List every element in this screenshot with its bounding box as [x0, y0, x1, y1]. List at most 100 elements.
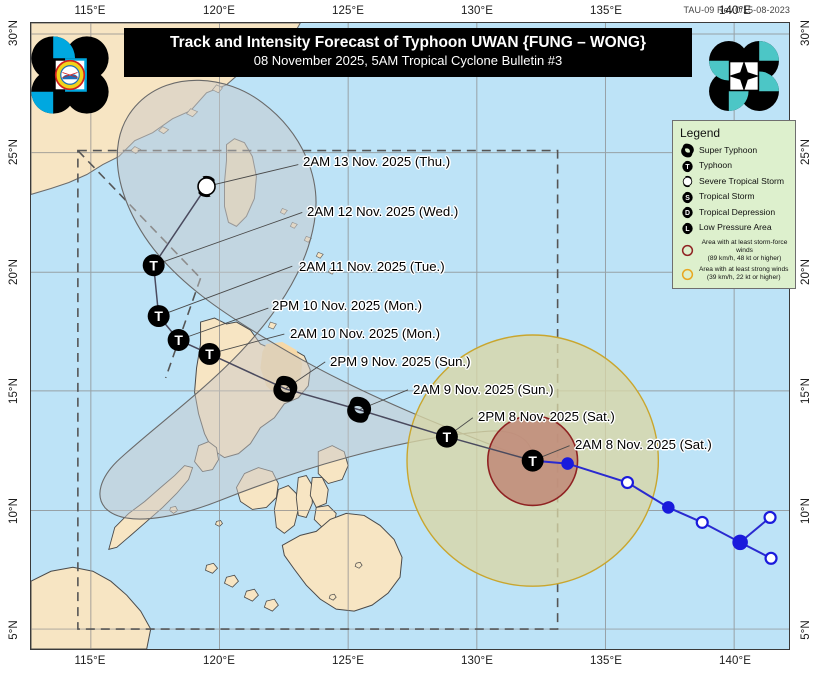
lon-tick-120E: 120°E — [203, 5, 235, 17]
lat-tick-25N: 25°N — [8, 138, 20, 166]
lon-tick-115E: 115°E — [74, 5, 106, 17]
scattered-islets — [169, 506, 363, 601]
marker-typhoon-10nov-pm — [167, 329, 190, 351]
legend-title: Legend — [680, 126, 721, 140]
ryukyu-islands — [267, 207, 336, 330]
bulletin-subtitle: 08 November 2025, 5AM Tropical Cyclone B… — [253, 53, 563, 69]
pagasa-logo — [31, 36, 109, 114]
pagasa-seal — [54, 59, 86, 91]
legend-row-severe-tropical-storm: Severe Tropical Storm — [679, 174, 790, 189]
marker-super-typhoon-9nov-am — [347, 396, 372, 423]
tropical-storm-icon: S — [682, 191, 693, 203]
past-track-layer — [532, 457, 778, 565]
dost-petals — [709, 41, 779, 111]
lon-tick-bottom-135E: 135°E — [590, 655, 622, 667]
lon-tick-140E: 140°E — [719, 5, 751, 17]
legend-text-strong-wind: Area with at least strong winds (39 km/h… — [699, 266, 788, 282]
forecast-label-10nov-am: 2AM 10 Nov. 2025 (Mon.) — [290, 326, 441, 341]
past-track-point-hollow — [620, 475, 635, 490]
svg-text:S: S — [685, 195, 690, 202]
lon-tick-bottom-125E: 125°E — [332, 655, 364, 667]
legend-text-storm-force: Area with at least storm-force winds (89… — [699, 239, 790, 264]
par-boundary-layer — [77, 149, 559, 630]
lat-tick-10N: 10°N — [8, 497, 20, 525]
par-west-diagonal — [164, 277, 202, 379]
past-track-point-filled — [662, 501, 675, 514]
storm-force-wind-circle-icon — [681, 245, 694, 257]
marker-super-typhoon-9nov-pm — [273, 375, 298, 402]
svg-text:L: L — [685, 226, 689, 233]
dost-logo — [709, 41, 779, 111]
marker-typhoon-8nov-pm — [435, 425, 458, 448]
mindanao-island — [281, 512, 403, 612]
marker-typhoon-12nov — [142, 254, 165, 277]
severe-tropical-storm-icon — [682, 175, 693, 188]
lat-tick-right-30N: 30°N — [800, 19, 812, 47]
legend-storm-force-line2: (89 km/h, 48 kt or higher) — [707, 254, 782, 262]
lat-tick-15N: 15°N — [8, 377, 20, 405]
lon-tick-bottom-120E: 120°E — [203, 655, 235, 667]
document-code: TAU-09 Rev.0/15-08-2023 — [683, 5, 790, 15]
lat-tick-right-20N: 20°N — [800, 258, 812, 286]
legend-label-low-pressure-area: Low Pressure Area — [699, 222, 772, 233]
legend-row-strong-winds: Area with at least strong winds (39 km/h… — [679, 266, 790, 282]
samar-island — [317, 445, 349, 485]
legend-strong-wind-line1: Area with at least strong winds — [699, 266, 789, 274]
geography-layer — [31, 23, 789, 649]
legend-row-tropical-depression: D Tropical Depression — [679, 205, 790, 220]
graticule-layer — [31, 23, 789, 649]
forecast-label-12nov: 2AM 12 Nov. 2025 (Wed.) — [307, 204, 459, 219]
leader-11nov — [158, 265, 293, 317]
past-track-point-filled — [732, 534, 748, 551]
lon-tick-130E: 130°E — [461, 5, 493, 17]
legend-panel: Legend Super Typhoon T Typhoon S — [672, 120, 796, 289]
negros-island — [273, 484, 299, 534]
philippine-area-of-responsibility — [77, 149, 559, 630]
sulu-archipelago — [205, 562, 279, 612]
forecast-label-8nov-am: 2AM 8 Nov. 2025 (Sat.) — [575, 437, 712, 452]
legend-label-tropical-storm: Tropical Storm — [699, 191, 755, 202]
lon-tick-bottom-140E: 140°E — [719, 655, 751, 667]
svg-text:D: D — [685, 210, 690, 217]
legend-row-super-typhoon: Super Typhoon — [679, 143, 790, 158]
legend-row-low-pressure-area: L Low Pressure Area — [679, 221, 790, 236]
forecast-label-8nov-pm: 2PM 8 Nov. 2025 (Sat.) — [478, 409, 615, 424]
lon-tick-bottom-115E: 115°E — [74, 655, 106, 667]
leader-10nov-pm — [178, 307, 269, 341]
china-coast-islets — [130, 84, 224, 155]
lon-tick-bottom-130E: 130°E — [461, 655, 493, 667]
lon-tick-125E: 125°E — [332, 5, 364, 17]
leader-12nov — [153, 211, 303, 266]
legend-label-tropical-depression: Tropical Depression — [699, 206, 776, 217]
low-pressure-area-icon: L — [682, 222, 693, 234]
panay-island — [235, 467, 279, 510]
forecast-label-9nov-pm: 2PM 9 Nov. 2025 (Sun.) — [330, 354, 471, 369]
lat-tick-right-5N: 5°N — [800, 620, 812, 640]
marker-typhoon-11nov — [147, 305, 170, 328]
svg-text:T: T — [685, 164, 690, 171]
palawan-island — [108, 465, 194, 550]
marker-typhoon-current-position — [521, 449, 544, 472]
leader-13nov — [206, 164, 299, 187]
legend-row-typhoon: T Typhoon — [679, 159, 790, 174]
legend-label-severe-tropical-storm: Severe Tropical Storm — [699, 175, 785, 186]
past-track-point-hollow — [763, 510, 777, 524]
past-track-point-filled — [561, 457, 574, 470]
mindoro-island — [194, 441, 219, 473]
lat-tick-30N: 30°N — [8, 19, 20, 47]
lat-tick-5N: 5°N — [8, 620, 20, 640]
marker-severe-tropical-storm-13nov — [197, 175, 216, 198]
super-typhoon-icon — [681, 143, 694, 158]
forecast-label-11nov: 2AM 11 Nov. 2025 (Tue.) — [299, 259, 445, 274]
page-title: Track and Intensity Forecast of Typhoon … — [170, 34, 646, 51]
past-track-point-hollow — [764, 551, 778, 565]
leyte-island — [309, 477, 329, 509]
forecast-label-9nov-am: 2AM 9 Nov. 2025 (Sun.) — [413, 382, 554, 397]
lat-tick-right-15N: 15°N — [800, 377, 812, 405]
map-canvas[interactable]: T — [30, 22, 790, 650]
marker-typhoon-10nov-am — [198, 342, 221, 365]
typhoon-icon: T — [682, 160, 693, 172]
strong-wind-circle-icon — [681, 268, 694, 281]
title-banner: Track and Intensity Forecast of Typhoon … — [124, 28, 692, 78]
